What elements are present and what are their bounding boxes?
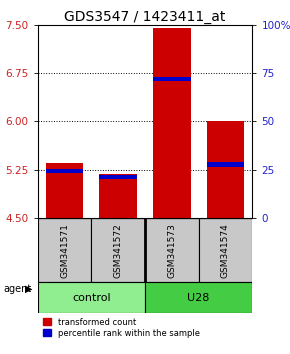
Text: control: control <box>72 292 111 303</box>
Bar <box>38 282 145 313</box>
Text: GSM341573: GSM341573 <box>167 223 176 278</box>
Bar <box>199 218 252 282</box>
Bar <box>38 218 91 282</box>
Bar <box>207 121 244 218</box>
Bar <box>91 218 145 282</box>
Text: GSM341572: GSM341572 <box>114 223 123 278</box>
Bar <box>99 174 137 218</box>
Title: GDS3547 / 1423411_at: GDS3547 / 1423411_at <box>64 10 226 24</box>
Bar <box>145 218 199 282</box>
Bar <box>145 282 252 313</box>
Bar <box>46 163 83 218</box>
Text: U28: U28 <box>187 292 210 303</box>
Bar <box>207 162 244 166</box>
Bar <box>99 175 137 179</box>
Text: agent: agent <box>3 284 31 293</box>
Text: ▶: ▶ <box>25 284 32 293</box>
Bar <box>46 169 83 173</box>
Bar <box>153 28 191 218</box>
Text: GSM341571: GSM341571 <box>60 223 69 278</box>
Text: GSM341574: GSM341574 <box>221 223 230 278</box>
Legend: transformed count, percentile rank within the sample: transformed count, percentile rank withi… <box>42 317 200 338</box>
Bar <box>153 77 191 81</box>
